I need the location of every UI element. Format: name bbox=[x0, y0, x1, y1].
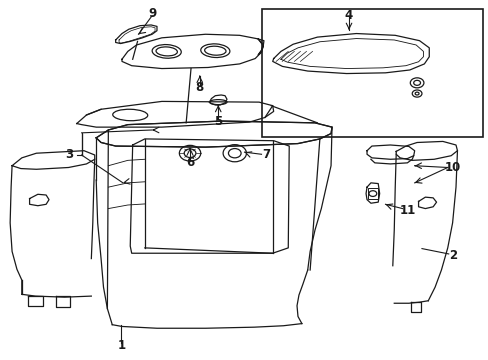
Text: 11: 11 bbox=[398, 204, 415, 217]
Text: 9: 9 bbox=[148, 7, 156, 20]
Text: 2: 2 bbox=[448, 248, 457, 261]
Text: 4: 4 bbox=[344, 9, 352, 22]
Text: 3: 3 bbox=[65, 148, 73, 162]
Text: 7: 7 bbox=[262, 148, 270, 162]
Text: 6: 6 bbox=[185, 156, 194, 169]
Text: 1: 1 bbox=[117, 338, 125, 351]
Bar bbox=[367, 188, 377, 199]
Bar bbox=[261, 9, 482, 137]
Text: 10: 10 bbox=[444, 161, 460, 174]
Text: 8: 8 bbox=[195, 81, 203, 94]
Text: 5: 5 bbox=[214, 114, 222, 127]
